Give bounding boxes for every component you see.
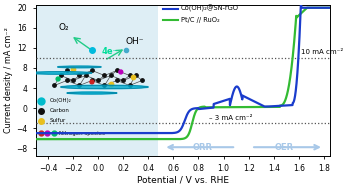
Text: ORR: ORR xyxy=(192,143,212,152)
Text: Co(OH)₂: Co(OH)₂ xyxy=(49,98,71,103)
Text: 10 mA cm⁻²: 10 mA cm⁻² xyxy=(301,49,344,55)
Text: O₂: O₂ xyxy=(58,23,69,32)
Circle shape xyxy=(67,92,117,94)
Point xyxy=(70,79,76,82)
Point xyxy=(108,82,113,85)
Text: OER: OER xyxy=(274,143,293,152)
Text: Carbon: Carbon xyxy=(49,108,69,113)
Point xyxy=(114,79,120,82)
Point xyxy=(96,79,101,82)
Point xyxy=(83,74,89,77)
Text: Pt/C // RuO₂: Pt/C // RuO₂ xyxy=(181,17,220,23)
Point xyxy=(89,69,95,72)
Point xyxy=(127,84,132,87)
Text: 4e⁻: 4e⁻ xyxy=(102,47,118,56)
Circle shape xyxy=(61,85,148,89)
Point xyxy=(114,69,120,72)
Text: Nitrogen species: Nitrogen species xyxy=(60,131,105,136)
Y-axis label: Current density / mA cm⁻²: Current density / mA cm⁻² xyxy=(4,28,13,133)
Point xyxy=(127,74,132,77)
Point xyxy=(89,79,95,82)
X-axis label: Potential / V vs. RHE: Potential / V vs. RHE xyxy=(137,176,229,185)
Point xyxy=(70,67,76,70)
Point xyxy=(51,84,57,87)
Point xyxy=(89,81,95,84)
Point xyxy=(131,75,136,78)
Point xyxy=(55,77,61,81)
FancyBboxPatch shape xyxy=(36,5,159,156)
Text: – 3 mA cm⁻²: – 3 mA cm⁻² xyxy=(209,115,252,121)
Point xyxy=(139,79,145,82)
Point xyxy=(120,79,126,82)
Point xyxy=(108,74,113,77)
Circle shape xyxy=(57,66,102,68)
Text: OH⁻: OH⁻ xyxy=(126,37,144,46)
Point xyxy=(133,74,139,77)
Point xyxy=(102,74,107,77)
Point xyxy=(118,70,124,74)
Point xyxy=(64,69,70,72)
Circle shape xyxy=(29,72,92,74)
Text: Co(OH)₂@SN-rGO: Co(OH)₂@SN-rGO xyxy=(181,5,239,12)
Point xyxy=(77,74,82,77)
Point xyxy=(64,79,70,82)
Point xyxy=(58,74,63,77)
Point xyxy=(77,84,82,87)
Point xyxy=(102,84,107,87)
Text: Sulfur: Sulfur xyxy=(49,118,65,123)
